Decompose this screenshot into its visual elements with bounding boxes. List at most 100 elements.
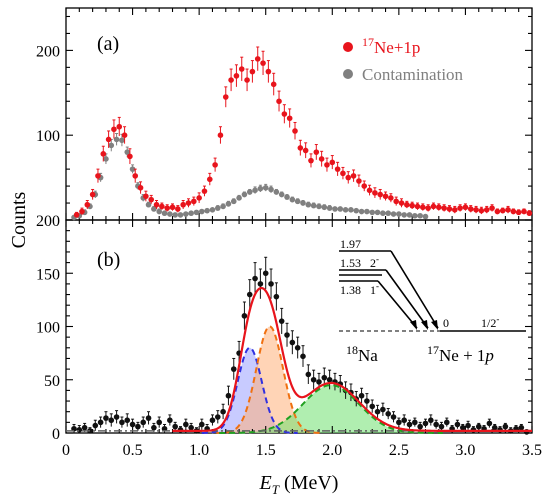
data-point-ne-1p bbox=[222, 94, 229, 100]
data-point-contamination bbox=[294, 198, 301, 205]
legend-ne-main: Ne+1p bbox=[374, 38, 420, 57]
data-point-contamination bbox=[103, 156, 109, 162]
data-point bbox=[486, 420, 493, 427]
data-point bbox=[113, 414, 120, 420]
data-point bbox=[97, 419, 104, 426]
data-point bbox=[257, 281, 264, 287]
data-point bbox=[396, 419, 402, 426]
data-point-contamination bbox=[246, 189, 253, 195]
spin-2-parity: - bbox=[376, 254, 379, 264]
spin-1-value: 1 bbox=[370, 283, 376, 297]
data-point bbox=[156, 419, 162, 426]
x-tick-label: 2.0 bbox=[322, 442, 342, 459]
data-point bbox=[209, 417, 216, 424]
data-point-ne-1p bbox=[212, 162, 218, 168]
data-point-contamination bbox=[337, 206, 344, 212]
panel-b-label: (b) bbox=[97, 249, 120, 271]
data-point-contamination bbox=[113, 136, 120, 143]
data-point-ne-1p bbox=[377, 191, 384, 198]
data-point-contamination bbox=[310, 202, 317, 209]
data-point bbox=[385, 411, 392, 417]
data-point-contamination bbox=[108, 142, 115, 149]
legend-label-contamination: Contamination bbox=[362, 65, 464, 84]
legend-marker-contamination bbox=[343, 69, 353, 79]
data-point-ne-1p bbox=[473, 207, 479, 213]
decay-arrow-1.97 bbox=[390, 250, 439, 329]
data-point-ne-1p bbox=[430, 203, 437, 210]
data-point bbox=[188, 424, 194, 431]
data-point-contamination bbox=[406, 212, 413, 218]
data-point-contamination bbox=[396, 211, 402, 217]
level-label-1.97: 1.97 bbox=[340, 237, 361, 251]
data-point-contamination bbox=[342, 207, 349, 213]
data-point bbox=[119, 419, 125, 426]
data-point bbox=[491, 424, 498, 431]
data-point bbox=[199, 421, 205, 428]
data-point-ne-1p bbox=[398, 200, 405, 206]
legend-label-ne-1p: 17Ne+1p bbox=[362, 35, 420, 57]
data-point-ne-1p bbox=[95, 173, 101, 179]
data-point-ne-1p bbox=[526, 210, 533, 217]
data-point-ne-1p bbox=[180, 201, 186, 208]
data-point-ne-1p bbox=[334, 166, 341, 172]
data-point bbox=[518, 424, 525, 431]
data-point bbox=[214, 414, 221, 420]
data-point-ne-1p bbox=[404, 201, 410, 208]
data-point bbox=[135, 423, 141, 430]
data-point-ne-1p bbox=[467, 206, 474, 212]
legend-marker-ne-1p bbox=[343, 42, 353, 52]
data-point-contamination bbox=[412, 212, 418, 219]
panel-b-frame bbox=[65, 219, 533, 434]
data-point-ne-1p bbox=[276, 98, 282, 105]
data-point-contamination bbox=[332, 206, 338, 212]
data-point-ne-1p bbox=[175, 206, 181, 212]
data-point-ne-1p bbox=[132, 173, 139, 179]
fit-component-fill-1 bbox=[216, 326, 323, 433]
threshold-main: Ne + 1 bbox=[439, 346, 485, 365]
data-point-ne-1p bbox=[127, 153, 133, 160]
data-point-contamination bbox=[241, 191, 248, 198]
data-point-ne-1p bbox=[420, 204, 426, 211]
data-point bbox=[284, 332, 290, 338]
data-point-ne-1p bbox=[111, 126, 117, 133]
data-point bbox=[438, 423, 445, 430]
data-point bbox=[76, 427, 83, 433]
data-point bbox=[316, 379, 322, 385]
data-point bbox=[428, 417, 434, 424]
y-tick-label: 100 bbox=[36, 320, 60, 337]
data-point bbox=[358, 392, 365, 399]
legend-sup-17: 17 bbox=[362, 35, 374, 49]
data-point bbox=[294, 345, 301, 351]
data-point-ne-1p bbox=[324, 162, 330, 168]
data-point-contamination bbox=[353, 207, 360, 214]
data-point-ne-1p bbox=[425, 205, 431, 211]
data-point-ne-1p bbox=[238, 66, 245, 72]
data-point bbox=[230, 366, 237, 372]
threshold-label: 17Ne + 1p bbox=[427, 343, 494, 365]
data-point-contamination bbox=[124, 149, 131, 155]
data-point-ne-1p bbox=[228, 77, 234, 83]
data-point bbox=[262, 270, 269, 277]
data-point-ne-1p bbox=[451, 207, 458, 213]
data-point-ne-1p bbox=[286, 115, 293, 122]
y-tick-label: 100 bbox=[36, 128, 60, 145]
data-point-contamination bbox=[300, 200, 306, 206]
data-point bbox=[273, 293, 280, 300]
data-point bbox=[390, 414, 397, 420]
fit-component-curve-1 bbox=[216, 325, 323, 434]
data-point-contamination bbox=[262, 184, 269, 191]
data-point-ne-1p bbox=[436, 204, 442, 211]
data-point-ne-1p bbox=[100, 151, 107, 157]
data-point-ne-1p bbox=[329, 159, 336, 166]
data-point bbox=[443, 419, 450, 426]
data-point-ne-1p bbox=[446, 206, 453, 212]
data-point-ne-1p bbox=[361, 183, 368, 189]
data-point-contamination bbox=[204, 207, 210, 214]
data-point-ne-1p bbox=[510, 208, 517, 215]
y-tick-label: 50 bbox=[44, 373, 60, 390]
data-point-contamination bbox=[380, 210, 386, 217]
data-point bbox=[81, 424, 88, 431]
x-tick-label: 3.5 bbox=[522, 442, 542, 459]
data-point bbox=[326, 376, 333, 383]
